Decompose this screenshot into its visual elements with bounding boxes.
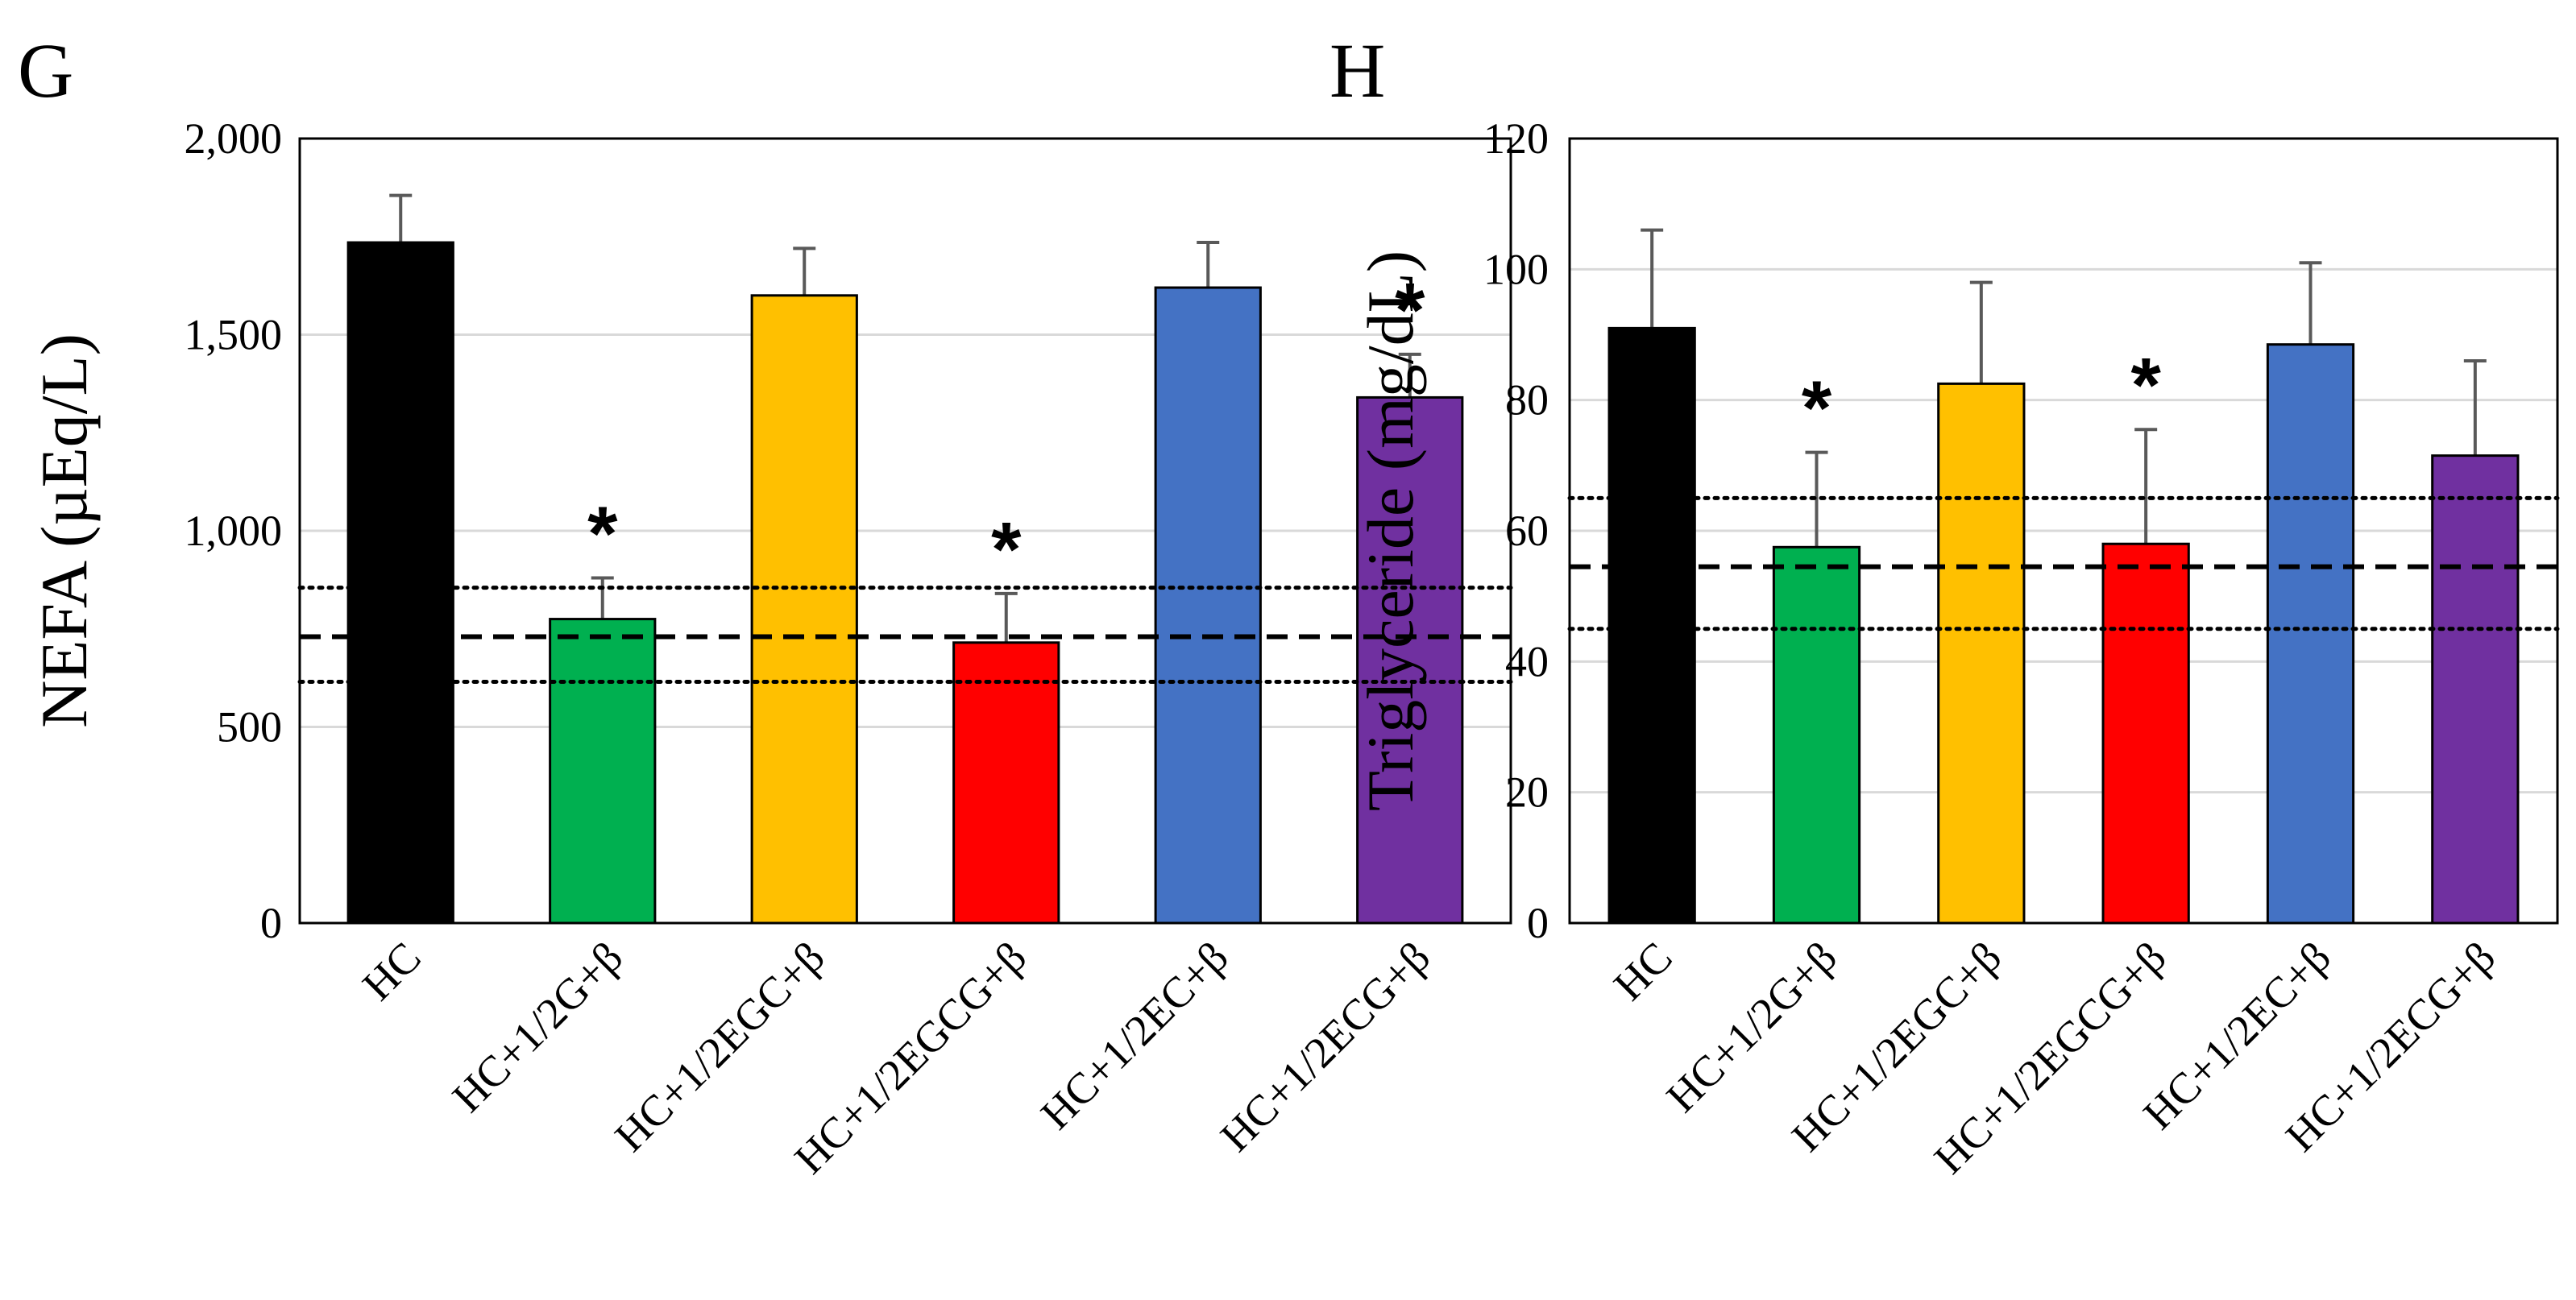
y-tick-label: 80	[1505, 376, 1549, 424]
y-tick-label: 0	[1527, 899, 1549, 947]
significance-marker: *	[1395, 267, 1425, 354]
y-tick-label: 60	[1505, 507, 1549, 555]
bar	[952, 641, 1060, 925]
y-axis-label: Triglyceride (mg/dL)	[1354, 250, 1427, 811]
y-tick-label: 2,000	[185, 114, 283, 163]
x-tick-label: HC	[1604, 933, 1681, 1009]
x-tick-label: HC+1/2EC+β	[1031, 933, 1238, 1139]
y-tick-label: 1,500	[185, 311, 283, 359]
y-tick-label: 100	[1483, 245, 1549, 293]
plot-frame	[298, 137, 1512, 925]
y-tick-label: 0	[260, 899, 282, 947]
x-tick-label: HC	[353, 933, 429, 1009]
y-tick-label: 20	[1505, 768, 1549, 817]
bar	[2101, 542, 2190, 925]
significance-marker: *	[991, 507, 1022, 593]
significance-marker: *	[2130, 342, 2161, 429]
panel-letter: G	[18, 27, 73, 114]
x-tick-label: HC+1/2G+β	[443, 933, 632, 1121]
panel-letter: H	[1329, 27, 1385, 114]
bar	[549, 618, 657, 925]
y-tick-label: 40	[1505, 637, 1549, 685]
bar	[750, 294, 858, 925]
bar	[1937, 382, 2026, 925]
x-tick-label: HC+1/2EGC+β	[606, 933, 834, 1161]
y-tick-label: 120	[1483, 114, 1549, 163]
bar	[1154, 286, 1262, 925]
x-tick-label: HC+1/2ECG+β	[1211, 933, 1439, 1161]
plot-frame	[1568, 137, 2559, 925]
significance-marker: *	[587, 491, 618, 577]
bar	[346, 241, 454, 925]
bar	[1356, 395, 1464, 925]
bar	[1772, 545, 1861, 925]
y-tick-label: 500	[217, 703, 282, 751]
bar	[1607, 326, 1696, 925]
y-tick-label: 1,000	[185, 507, 283, 555]
y-axis-label: NEFA (µEq/L)	[27, 333, 101, 728]
bar	[2266, 343, 2355, 925]
bar	[2431, 454, 2520, 925]
significance-marker: *	[1802, 366, 1832, 452]
chart-panel-g: G 0 500 1,000 1,500 2,000 NEFA (µEq/L) HC * HC+1/…	[18, 27, 1513, 1183]
